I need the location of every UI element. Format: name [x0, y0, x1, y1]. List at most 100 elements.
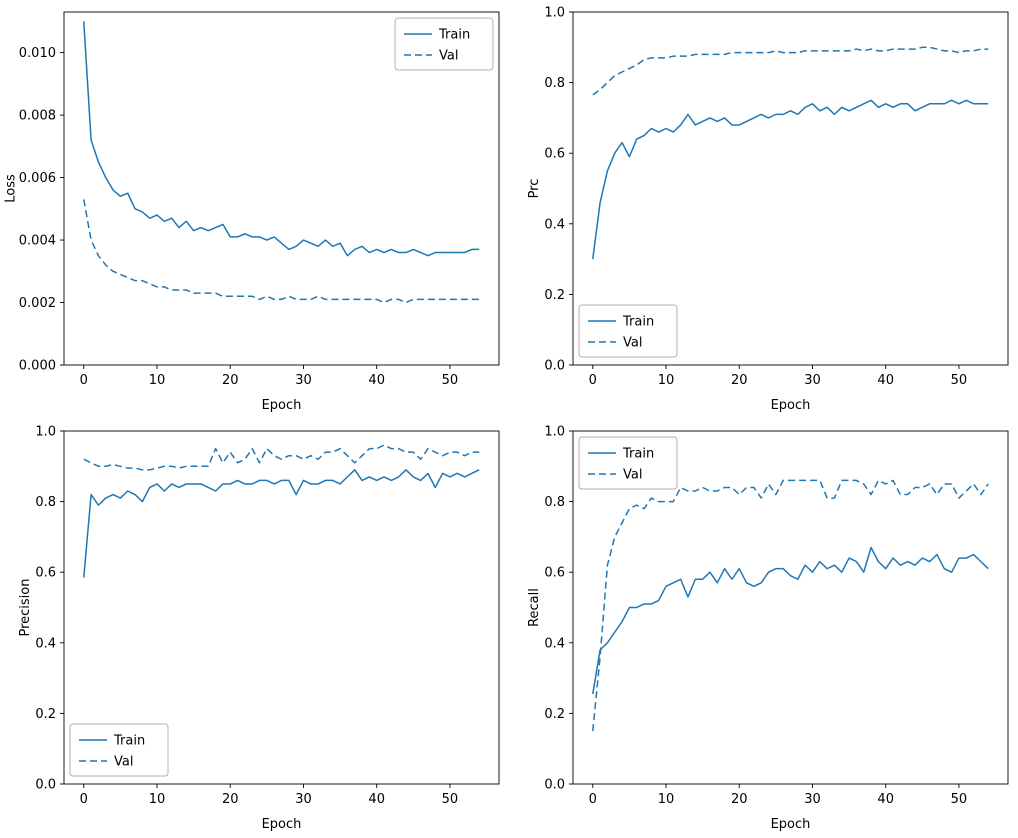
- legend: Train Val: [578, 304, 678, 358]
- x-tick-label: 30: [295, 792, 312, 807]
- x-tick-label: 10: [149, 792, 166, 807]
- x-axis-label: Epoch: [262, 817, 302, 832]
- y-axis: 0.0 0.2 0.4 0.6 0.8 1.0: [544, 425, 573, 793]
- x-tick-label: 0: [80, 792, 88, 807]
- x-tick-label: 40: [877, 792, 894, 807]
- x-tick-label: 20: [222, 373, 239, 388]
- x-tick-label: 40: [877, 373, 894, 388]
- legend-label-train: Train: [622, 315, 654, 330]
- x-tick-label: 50: [951, 373, 968, 388]
- legend-label-train: Train: [438, 28, 470, 43]
- y-axis-label: Loss: [4, 174, 19, 203]
- series-line-train: [83, 469, 480, 578]
- series-line-train: [592, 99, 989, 260]
- x-tick-label: 30: [295, 373, 312, 388]
- y-axis-label: Prc: [527, 179, 542, 199]
- legend-label-train: Train: [113, 734, 145, 749]
- series-lines: [592, 46, 989, 260]
- x-axis: 0 10 20 30 40 50: [589, 365, 968, 388]
- y-axis-label: Precision: [18, 578, 33, 636]
- series-line-val: [83, 444, 480, 471]
- y-tick-label: 1.0: [544, 6, 565, 21]
- legend: Train Val: [394, 17, 494, 71]
- x-tick-label: 10: [149, 373, 166, 388]
- y-axis: 0.000 0.002 0.004 0.006 0.008 0.010: [19, 46, 64, 374]
- y-tick-label: 0.2: [544, 707, 565, 722]
- y-tick-label: 0.6: [544, 566, 565, 581]
- series-lines: [592, 479, 989, 732]
- x-axis: 0 10 20 30 40 50: [589, 784, 968, 807]
- x-tick-label: 30: [804, 792, 821, 807]
- x-tick-label: 40: [368, 792, 385, 807]
- recall-chart: 0 10 20 30 40 50 0.0 0.2 0.4 0.6 0.8 1.0 Epoch Recall…: [527, 425, 1009, 832]
- y-tick-label: 1.0: [35, 425, 56, 440]
- y-tick-label: 1.0: [544, 425, 565, 440]
- series-line-train: [83, 21, 480, 257]
- y-tick-label: 0.8: [544, 76, 565, 91]
- y-tick-label: 0.4: [35, 636, 56, 651]
- x-tick-label: 20: [731, 792, 748, 807]
- legend: Train Val: [578, 436, 678, 490]
- series-lines: [83, 21, 480, 304]
- y-tick-label: 0.0: [544, 359, 565, 374]
- series-line-val: [592, 46, 989, 96]
- legend-box: [394, 17, 494, 71]
- plot-border: [63, 11, 500, 366]
- x-tick-label: 0: [80, 373, 88, 388]
- x-axis: 0 10 20 30 40 50: [80, 365, 459, 388]
- x-tick-label: 10: [658, 373, 675, 388]
- precision-chart: 0 10 20 30 40 50 0.0 0.2 0.4 0.6 0.8 1.0 Epoch Precis…: [18, 425, 500, 832]
- y-tick-label: 0.6: [35, 566, 56, 581]
- y-tick-label: 0.4: [544, 217, 565, 232]
- y-tick-label: 0.006: [19, 171, 56, 186]
- y-axis: 0.0 0.2 0.4 0.6 0.8 1.0: [35, 425, 64, 793]
- x-tick-label: 20: [222, 792, 239, 807]
- y-tick-label: 0.8: [544, 495, 565, 510]
- x-tick-label: 20: [731, 373, 748, 388]
- y-tick-label: 0.0: [35, 778, 56, 793]
- series-line-train: [592, 546, 989, 695]
- x-tick-label: 50: [442, 373, 459, 388]
- y-tick-label: 0.0: [544, 778, 565, 793]
- y-axis: 0.0 0.2 0.4 0.6 0.8 1.0: [544, 6, 573, 374]
- y-tick-label: 0.008: [19, 109, 56, 124]
- y-axis-label: Recall: [527, 588, 542, 627]
- x-tick-label: 0: [589, 792, 597, 807]
- plot-border: [63, 430, 500, 785]
- y-tick-label: 0.6: [544, 147, 565, 162]
- loss-chart: 0 10 20 30 40 50 0.000 0.002 0.004 0.006 0.008 0.01…: [4, 11, 500, 413]
- plot-border: [572, 11, 1009, 366]
- series-line-val: [83, 199, 480, 304]
- y-tick-label: 0.010: [19, 46, 56, 61]
- x-tick-label: 0: [589, 373, 597, 388]
- series-line-val: [592, 479, 989, 732]
- x-tick-label: 50: [951, 792, 968, 807]
- legend-box: [578, 304, 678, 358]
- y-tick-label: 0.4: [544, 636, 565, 651]
- legend-label-val: Val: [439, 49, 458, 64]
- y-tick-label: 0.2: [544, 288, 565, 303]
- x-tick-label: 10: [658, 792, 675, 807]
- prc-chart: 0 10 20 30 40 50 0.0 0.2 0.4 0.6 0.8 1.0 Epoch Prc Tra…: [527, 6, 1009, 413]
- x-tick-label: 50: [442, 792, 459, 807]
- y-tick-label: 0.2: [35, 707, 56, 722]
- x-axis-label: Epoch: [771, 398, 811, 413]
- y-tick-label: 0.002: [19, 296, 56, 311]
- x-axis: 0 10 20 30 40 50: [80, 784, 459, 807]
- x-axis-label: Epoch: [262, 398, 302, 413]
- legend-box: [578, 436, 678, 490]
- x-tick-label: 40: [368, 373, 385, 388]
- legend-box: [69, 723, 169, 777]
- y-tick-label: 0.004: [19, 234, 56, 249]
- legend-label-val: Val: [623, 468, 642, 483]
- legend-label-val: Val: [623, 336, 642, 351]
- plot-border: [572, 430, 1009, 785]
- legend-label-val: Val: [114, 755, 133, 770]
- legend-label-train: Train: [622, 447, 654, 462]
- series-lines: [83, 444, 480, 578]
- y-tick-label: 0.000: [19, 359, 56, 374]
- x-axis-label: Epoch: [771, 817, 811, 832]
- y-tick-label: 0.8: [35, 495, 56, 510]
- legend: Train Val: [69, 723, 169, 777]
